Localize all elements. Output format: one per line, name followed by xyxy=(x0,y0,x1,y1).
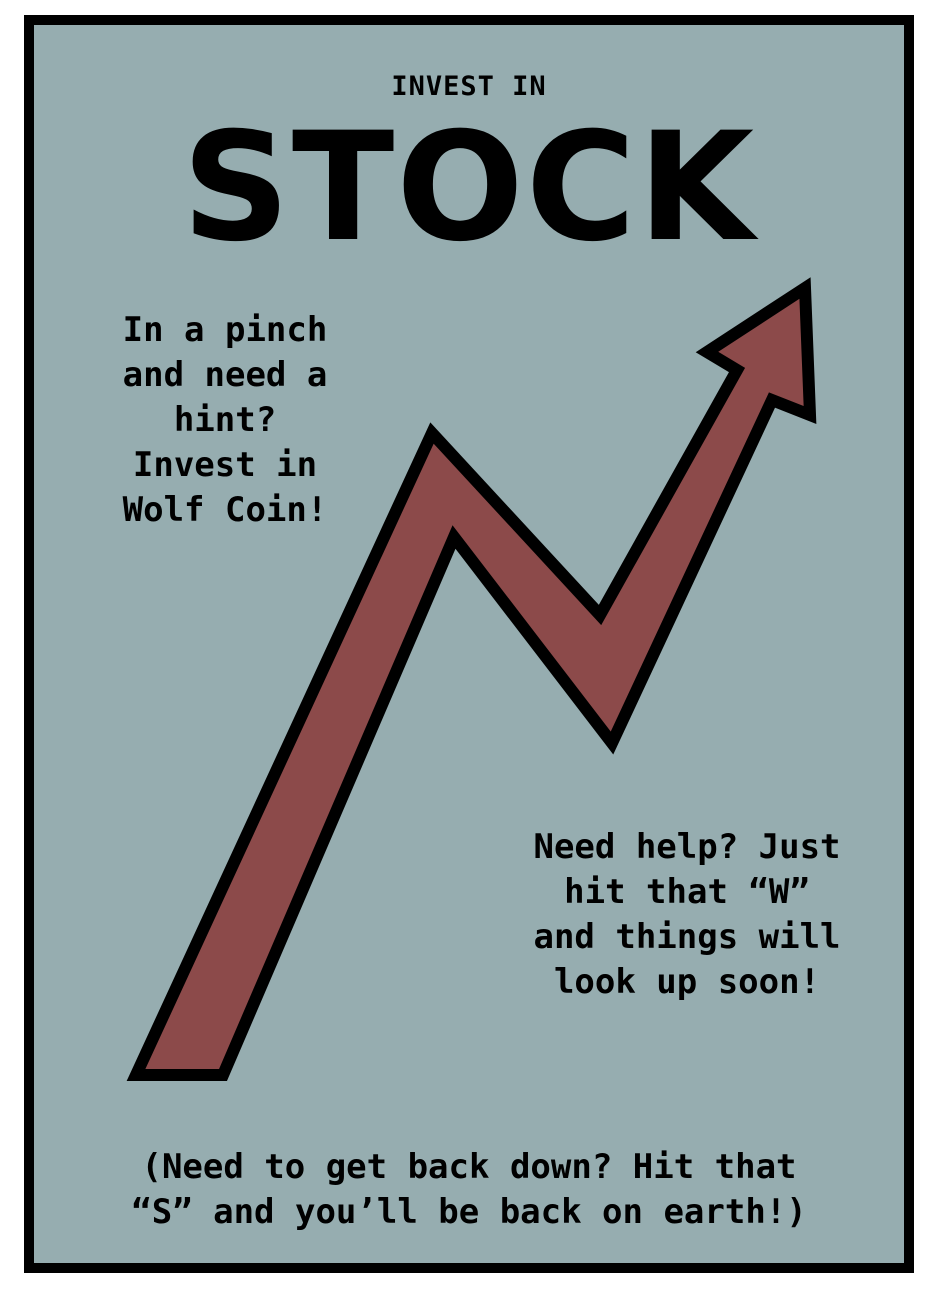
hint-note: In a pinch and need a hint? Invest in Wo… xyxy=(122,310,328,530)
poster: INVEST IN STOCK In a pinch and need a hi… xyxy=(24,15,914,1273)
arrow-shape xyxy=(126,277,817,1081)
down-note: (Need to get back down? Hit that “S” and… xyxy=(131,1147,807,1232)
headline: STOCK xyxy=(181,101,757,275)
kicker-text: INVEST IN xyxy=(391,71,547,102)
rising-zigzag-arrow-icon xyxy=(126,277,817,1081)
up-note: Need help? Just hit that “W” and things … xyxy=(533,827,841,1002)
